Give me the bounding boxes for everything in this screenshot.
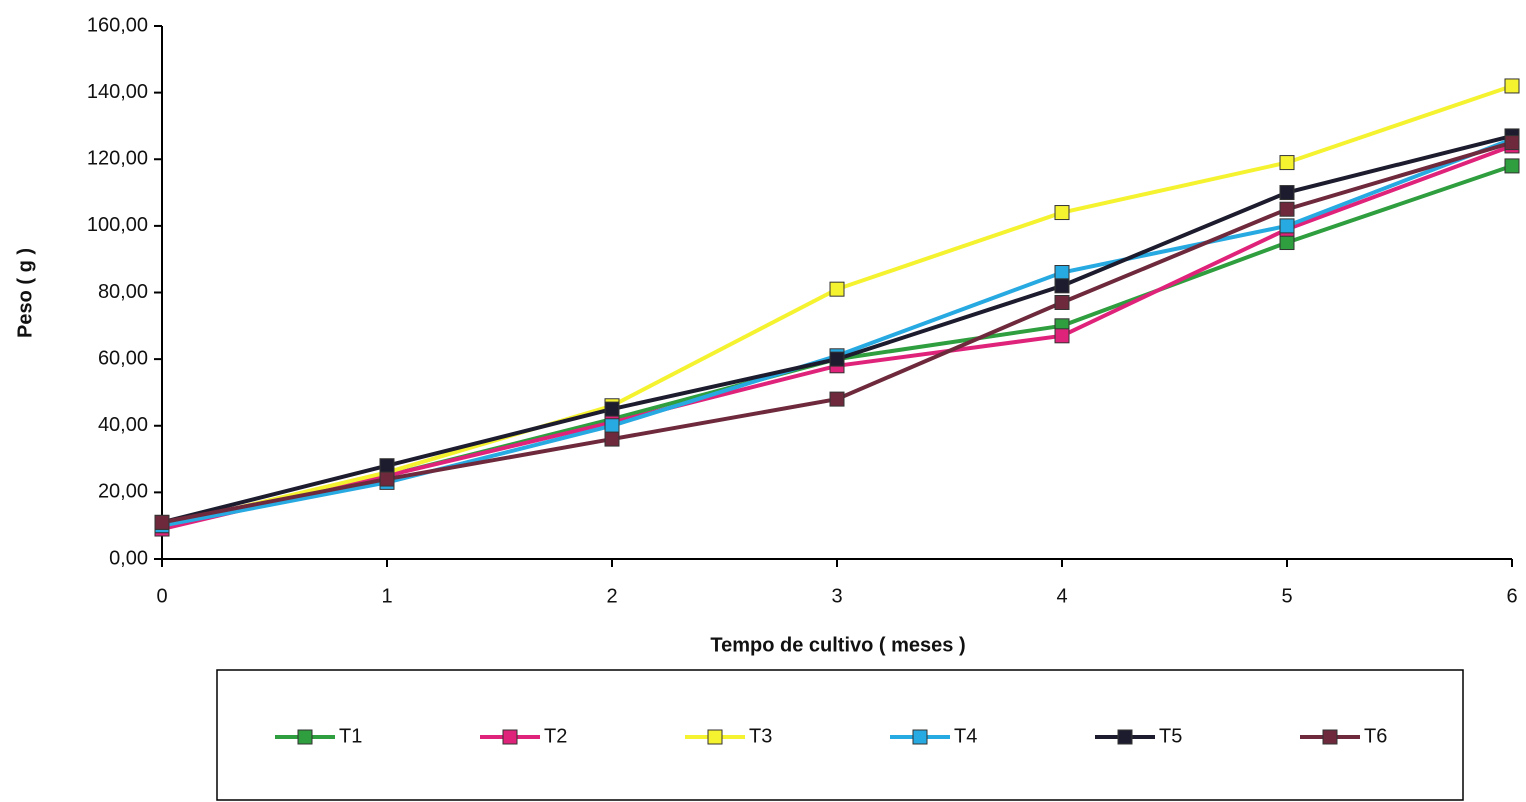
point-marker: [604, 418, 620, 434]
y-tick-label: 0,00: [109, 547, 148, 569]
point-marker: [604, 431, 620, 447]
legend-swatch-marker: [297, 729, 313, 745]
y-tick-label: 20,00: [98, 481, 148, 503]
legend-swatch-marker: [1117, 729, 1133, 745]
series-line: [161, 137, 1513, 528]
point-marker: [379, 471, 395, 487]
x-tick-label: 0: [156, 585, 167, 607]
x-tick-label: 3: [831, 585, 842, 607]
point-marker: [1054, 328, 1070, 344]
legend-swatch-marker: [502, 729, 518, 745]
point-marker: [1504, 78, 1520, 94]
series-line: [161, 84, 1513, 528]
point-marker: [379, 458, 395, 474]
y-tick-label: 80,00: [98, 281, 148, 303]
point-marker: [1054, 294, 1070, 310]
point-marker: [1054, 205, 1070, 221]
y-tick-label: 160,00: [87, 14, 148, 36]
x-tick-label: 1: [381, 585, 392, 607]
point-marker: [1279, 155, 1295, 171]
legend-label: T5: [1159, 725, 1182, 747]
series-line: [161, 140, 1513, 525]
legend-label: T6: [1364, 725, 1387, 747]
y-tick-label: 100,00: [87, 214, 148, 236]
x-tick-label: 4: [1056, 585, 1067, 607]
x-axis-title: Tempo de cultivo ( meses ): [710, 634, 965, 656]
point-marker: [1279, 218, 1295, 234]
point-marker: [829, 351, 845, 367]
point-marker: [829, 281, 845, 297]
point-marker: [154, 514, 170, 530]
legend-swatch-marker: [1322, 729, 1338, 745]
legend-label: T4: [954, 725, 977, 747]
y-tick-label: 120,00: [87, 148, 148, 170]
y-tick-label: 60,00: [98, 347, 148, 369]
x-tick-label: 5: [1281, 585, 1292, 607]
point-marker: [604, 401, 620, 417]
point-marker: [1279, 235, 1295, 251]
legend-label: T2: [544, 725, 567, 747]
y-tick-label: 40,00: [98, 414, 148, 436]
x-tick-label: 2: [606, 585, 617, 607]
point-marker: [1504, 135, 1520, 151]
y-axis-title: Peso ( g ): [14, 248, 36, 338]
legend-swatch-marker: [912, 729, 928, 745]
legend-label: T1: [339, 725, 362, 747]
point-marker: [829, 391, 845, 407]
x-tick-label: 6: [1506, 585, 1517, 607]
point-marker: [1279, 201, 1295, 217]
point-marker: [1054, 278, 1070, 294]
legend-label: T3: [749, 725, 772, 747]
legend-box: [216, 669, 1464, 801]
point-marker: [1054, 265, 1070, 281]
y-tick-label: 140,00: [87, 81, 148, 103]
point-marker: [1279, 185, 1295, 201]
legend-swatch-marker: [707, 729, 723, 745]
point-marker: [1504, 158, 1520, 174]
series-line: [161, 133, 1513, 525]
